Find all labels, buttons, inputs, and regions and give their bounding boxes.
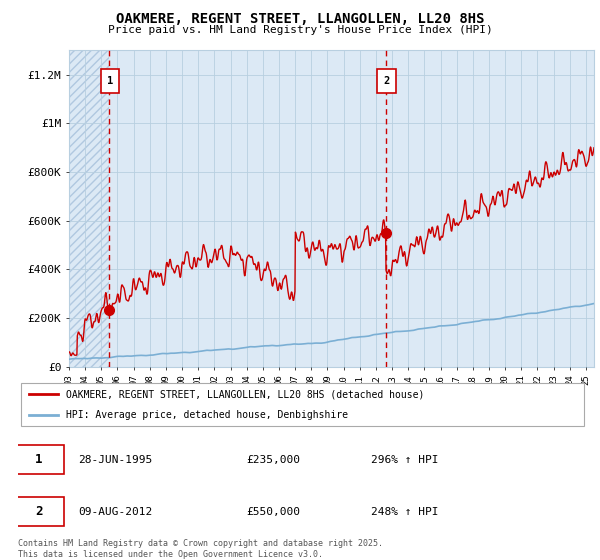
Bar (69, 50, 109, 367)
Text: £550,000: £550,000 (246, 507, 300, 517)
FancyBboxPatch shape (101, 69, 119, 93)
Text: 2: 2 (383, 76, 390, 86)
Text: 2: 2 (35, 505, 43, 518)
FancyBboxPatch shape (15, 445, 64, 474)
Text: OAKMERE, REGENT STREET, LLANGOLLEN, LL20 8HS: OAKMERE, REGENT STREET, LLANGOLLEN, LL20… (116, 12, 484, 26)
Text: 28-JUN-1995: 28-JUN-1995 (78, 455, 152, 465)
Text: £235,000: £235,000 (246, 455, 300, 465)
Text: HPI: Average price, detached house, Denbighshire: HPI: Average price, detached house, Denb… (67, 410, 349, 420)
Text: Price paid vs. HM Land Registry's House Price Index (HPI): Price paid vs. HM Land Registry's House … (107, 25, 493, 35)
Text: 296% ↑ HPI: 296% ↑ HPI (371, 455, 439, 465)
FancyBboxPatch shape (15, 497, 64, 526)
FancyBboxPatch shape (21, 383, 584, 426)
Text: Contains HM Land Registry data © Crown copyright and database right 2025.
This d: Contains HM Land Registry data © Crown c… (18, 539, 383, 559)
Text: OAKMERE, REGENT STREET, LLANGOLLEN, LL20 8HS (detached house): OAKMERE, REGENT STREET, LLANGOLLEN, LL20… (67, 389, 425, 399)
Text: 1: 1 (35, 454, 43, 466)
Text: 248% ↑ HPI: 248% ↑ HPI (371, 507, 439, 517)
Text: 09-AUG-2012: 09-AUG-2012 (78, 507, 152, 517)
FancyBboxPatch shape (377, 69, 396, 93)
Text: 1: 1 (107, 76, 113, 86)
